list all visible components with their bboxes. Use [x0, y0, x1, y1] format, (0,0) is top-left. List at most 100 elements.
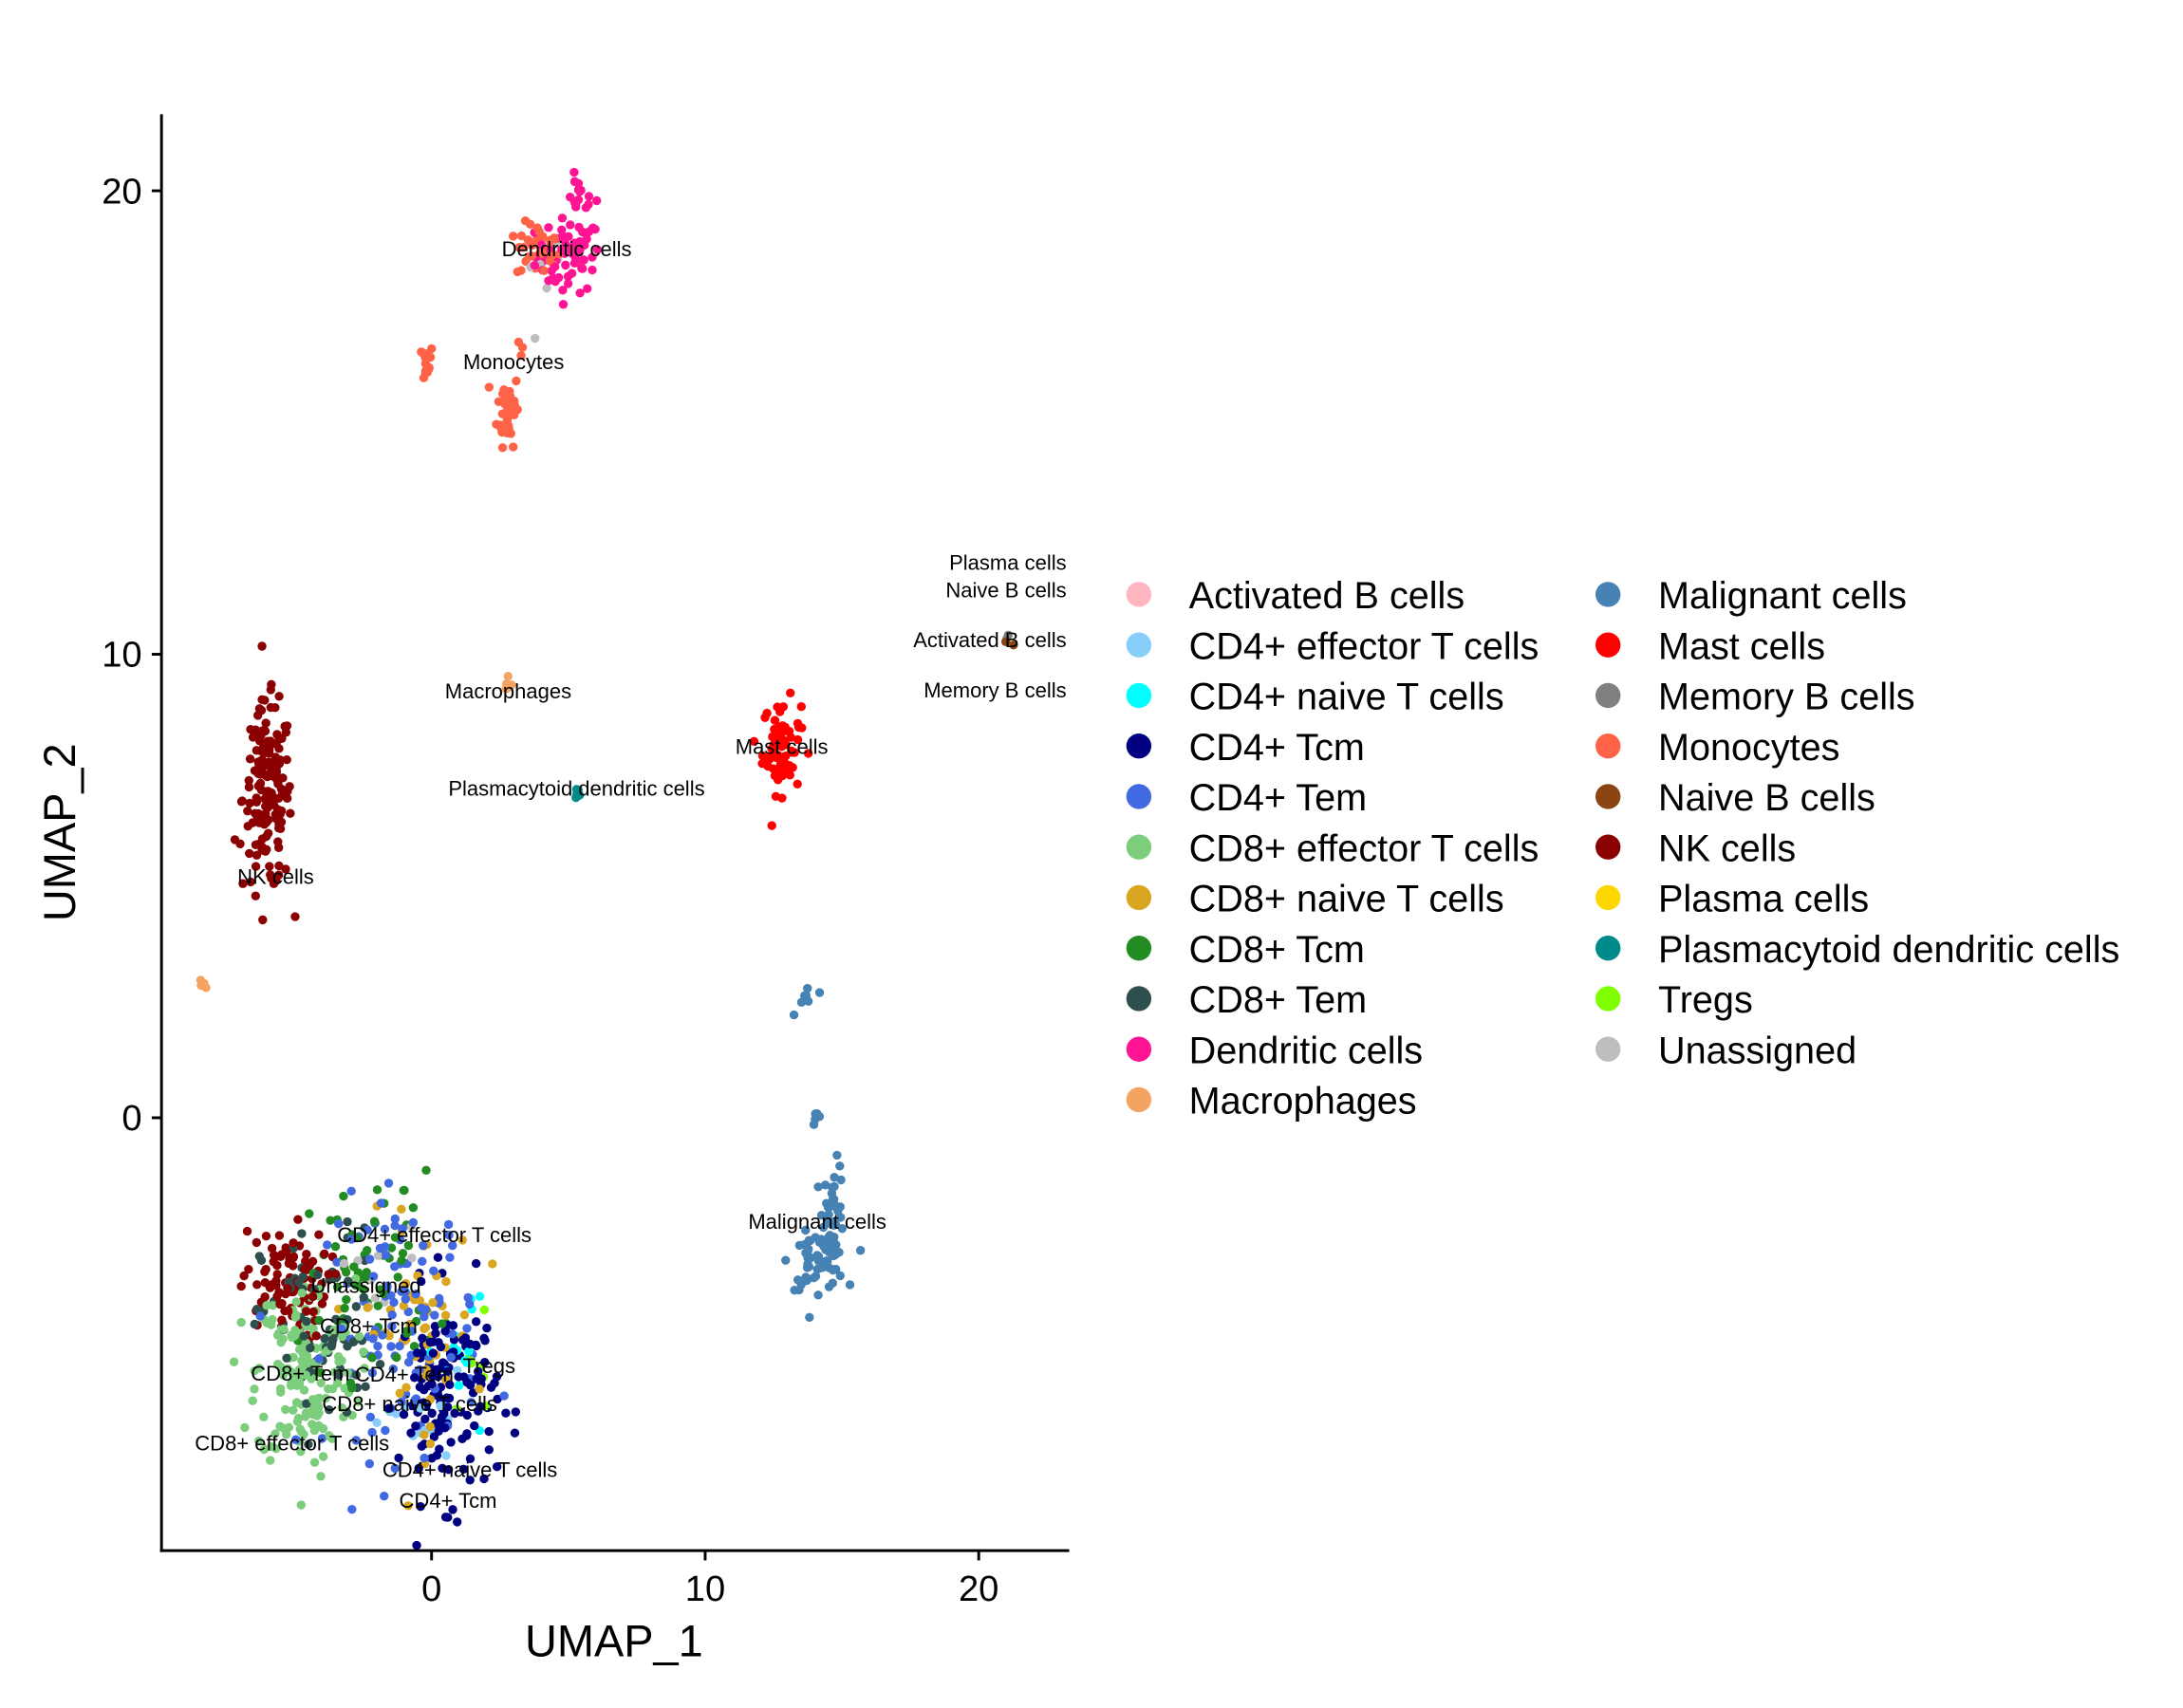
point-dendritic-cells	[584, 192, 594, 201]
point-mast-cells	[796, 701, 807, 712]
legend-item: CD8+ Tcm	[1126, 929, 1365, 971]
point-monocytes	[534, 227, 544, 236]
point-monocytes	[512, 376, 521, 386]
point-mast-cells	[770, 770, 780, 781]
point-cd8-tcm	[339, 1191, 348, 1201]
point-cd4-tcm	[443, 1513, 453, 1522]
legend-item: Naive B cells	[1595, 777, 1875, 819]
y-tick-label: 0	[121, 1098, 141, 1139]
point-nk-cells	[290, 912, 300, 921]
point-cd8-effector-t-cells	[282, 1429, 291, 1439]
point-mast-cells	[771, 791, 781, 801]
legend-item: Activated B cells	[1126, 575, 1465, 617]
point-malignant-cells	[802, 1263, 812, 1272]
point-nk-cells	[242, 1226, 252, 1236]
point-cd8-naive-t-cells	[420, 1430, 429, 1439]
point-unassigned	[407, 1253, 417, 1263]
cluster-label: CD4+ Tcm	[400, 1489, 497, 1513]
point-cd8-tem	[325, 1405, 334, 1415]
point-cd8-tcm	[361, 1272, 370, 1283]
point-nk-cells	[239, 1271, 249, 1281]
point-cd4-naive-t-cells	[462, 1358, 472, 1367]
point-cd4-tem	[446, 1352, 456, 1363]
point-cd4-tcm	[492, 1462, 502, 1472]
point-cd4-tem	[367, 1368, 378, 1378]
point-nk-cells	[237, 796, 247, 806]
point-nk-cells	[280, 721, 289, 732]
point-malignant-cells	[830, 1264, 840, 1274]
point-cd4-tem	[363, 1225, 372, 1235]
point-nk-cells	[311, 1331, 321, 1341]
point-dendritic-cells	[578, 227, 588, 237]
point-cd8-effector-t-cells	[325, 1432, 334, 1441]
point-dendritic-cells	[583, 284, 592, 293]
point-macrophages	[503, 671, 513, 681]
point-nk-cells	[271, 774, 282, 785]
point-cd8-tem	[299, 1331, 308, 1341]
point-malignant-cells	[835, 1213, 846, 1222]
y-axis-title: UMAP_2	[35, 743, 84, 921]
point-cd4-tem	[317, 1434, 327, 1443]
point-cd8-naive-t-cells	[397, 1204, 406, 1215]
point-nk-cells	[265, 862, 274, 871]
point-monocytes	[424, 364, 434, 374]
point-cd4-effector-t-cells	[436, 1401, 445, 1411]
legend-swatch	[1126, 733, 1152, 759]
point-cd8-effector-t-cells	[332, 1379, 343, 1388]
point-mast-cells	[774, 722, 785, 732]
point-malignant-cells	[813, 1290, 823, 1300]
point-dendritic-cells	[567, 269, 577, 278]
point-monocytes	[497, 443, 508, 453]
point-malignant-cells	[789, 1010, 799, 1020]
point-cd8-effector-t-cells	[276, 1362, 286, 1372]
point-nk-cells	[282, 1247, 291, 1257]
point-cd8-effector-t-cells	[253, 1436, 264, 1446]
point-naive-b-cells	[1009, 640, 1018, 650]
point-nk-cells	[260, 1267, 270, 1277]
point-cd8-naive-t-cells	[441, 1276, 451, 1287]
point-cd8-tcm	[326, 1216, 335, 1225]
point-plasmacytoid-dendritic-cells	[571, 792, 581, 803]
point-nk-cells	[257, 842, 267, 852]
point-malignant-cells	[832, 1150, 842, 1160]
cluster-label: Monocytes	[463, 350, 564, 374]
point-nk-cells	[262, 793, 272, 803]
point-nk-cells	[261, 718, 271, 728]
point-cd8-tcm	[316, 1367, 326, 1378]
point-monocytes	[503, 405, 513, 415]
legend-item: Malignant cells	[1595, 575, 1907, 617]
point-monocytes	[527, 240, 537, 251]
point-cd4-tcm	[428, 1348, 438, 1358]
point-cd8-effector-t-cells	[259, 1412, 269, 1422]
point-cd8-effector-t-cells	[296, 1500, 306, 1510]
point-cd8-effector-t-cells	[316, 1472, 326, 1481]
point-malignant-cells	[827, 1188, 837, 1198]
point-nk-cells	[261, 802, 271, 811]
point-cd4-tem	[334, 1219, 344, 1229]
point-nk-cells	[246, 877, 255, 887]
point-malignant-cells	[835, 1271, 845, 1281]
legend-item: Plasma cells	[1595, 879, 1869, 920]
point-malignant-cells	[813, 1256, 824, 1266]
point-cd4-tcm	[444, 1393, 455, 1403]
point-nk-cells	[274, 1231, 285, 1240]
point-cd8-tem	[361, 1382, 370, 1392]
point-cd4-naive-t-cells	[454, 1381, 464, 1390]
point-malignant-cells	[812, 1109, 822, 1119]
point-nk-cells	[286, 808, 295, 818]
legend-item: CD4+ naive T cells	[1126, 677, 1504, 718]
point-cd8-effector-t-cells	[271, 1429, 280, 1439]
point-cd4-tcm	[416, 1501, 425, 1512]
legend-label: CD8+ naive T cells	[1189, 879, 1504, 920]
point-cd4-tem	[390, 1214, 400, 1224]
point-cd8-tcm	[409, 1342, 420, 1351]
point-cd8-tem	[334, 1370, 344, 1381]
point-cd4-tcm	[412, 1540, 421, 1550]
point-cd4-tem	[314, 1354, 324, 1364]
point-nk-cells	[252, 1280, 262, 1290]
point-cd4-tcm	[436, 1417, 445, 1426]
point-cd8-tem	[351, 1370, 362, 1380]
point-nk-cells	[230, 835, 240, 845]
point-cd4-tem	[390, 1220, 400, 1231]
point-dendritic-cells	[536, 240, 546, 250]
